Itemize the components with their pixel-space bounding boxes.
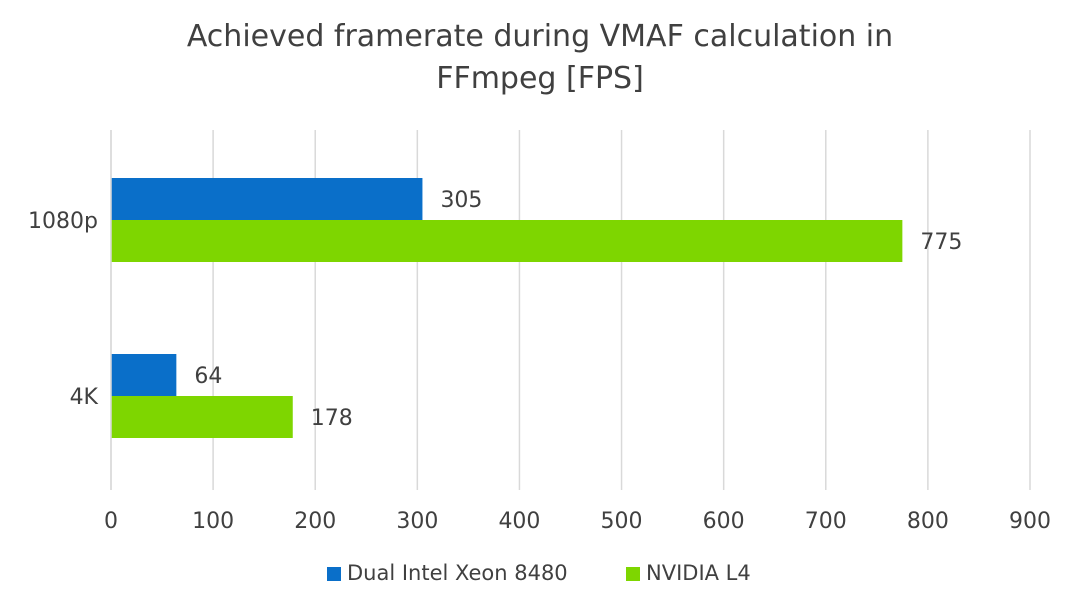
data-label: 775 bbox=[920, 230, 962, 255]
legend-label: NVIDIA L4 bbox=[646, 561, 751, 585]
legend: Dual Intel Xeon 8480 NVIDIA L4 bbox=[327, 561, 751, 585]
data-label: 64 bbox=[194, 364, 222, 389]
data-labels: 305 775 64 178 bbox=[194, 188, 962, 431]
x-tick-label: 900 bbox=[1009, 509, 1051, 534]
x-tick-label: 100 bbox=[192, 509, 234, 534]
bars bbox=[111, 178, 903, 438]
x-tick-label: 0 bbox=[104, 509, 118, 534]
legend-item: Dual Intel Xeon 8480 bbox=[327, 561, 568, 585]
bar-4K-l4 bbox=[111, 396, 293, 438]
x-tick-label: 200 bbox=[294, 509, 336, 534]
y-category-label: 4K bbox=[70, 385, 99, 410]
axes: 0 100 200 300 400 500 600 700 800 900 1080p 4K bbox=[28, 130, 1051, 534]
x-tick-label: 500 bbox=[601, 509, 643, 534]
legend-label: Dual Intel Xeon 8480 bbox=[347, 561, 568, 585]
bar-4K-xeon bbox=[111, 354, 177, 396]
chart-title: Achieved framerate during VMAF calculati… bbox=[187, 19, 893, 96]
chart-title-line-2: FFmpeg [FPS] bbox=[436, 61, 644, 96]
legend-swatch bbox=[626, 567, 640, 581]
y-category-label: 1080p bbox=[28, 209, 98, 234]
x-tick-label: 300 bbox=[396, 509, 438, 534]
legend-swatch bbox=[327, 567, 341, 581]
legend-item: NVIDIA L4 bbox=[626, 561, 751, 585]
chart-title-line-1: Achieved framerate during VMAF calculati… bbox=[187, 19, 893, 54]
data-label: 178 bbox=[311, 406, 353, 431]
x-tick-label: 400 bbox=[498, 509, 540, 534]
bar-1080p-l4 bbox=[111, 220, 903, 262]
x-tick-label: 800 bbox=[907, 509, 949, 534]
bar-1080p-xeon bbox=[111, 178, 423, 220]
data-label: 305 bbox=[440, 188, 482, 213]
x-tick-label: 600 bbox=[703, 509, 745, 534]
x-tick-label: 700 bbox=[805, 509, 847, 534]
